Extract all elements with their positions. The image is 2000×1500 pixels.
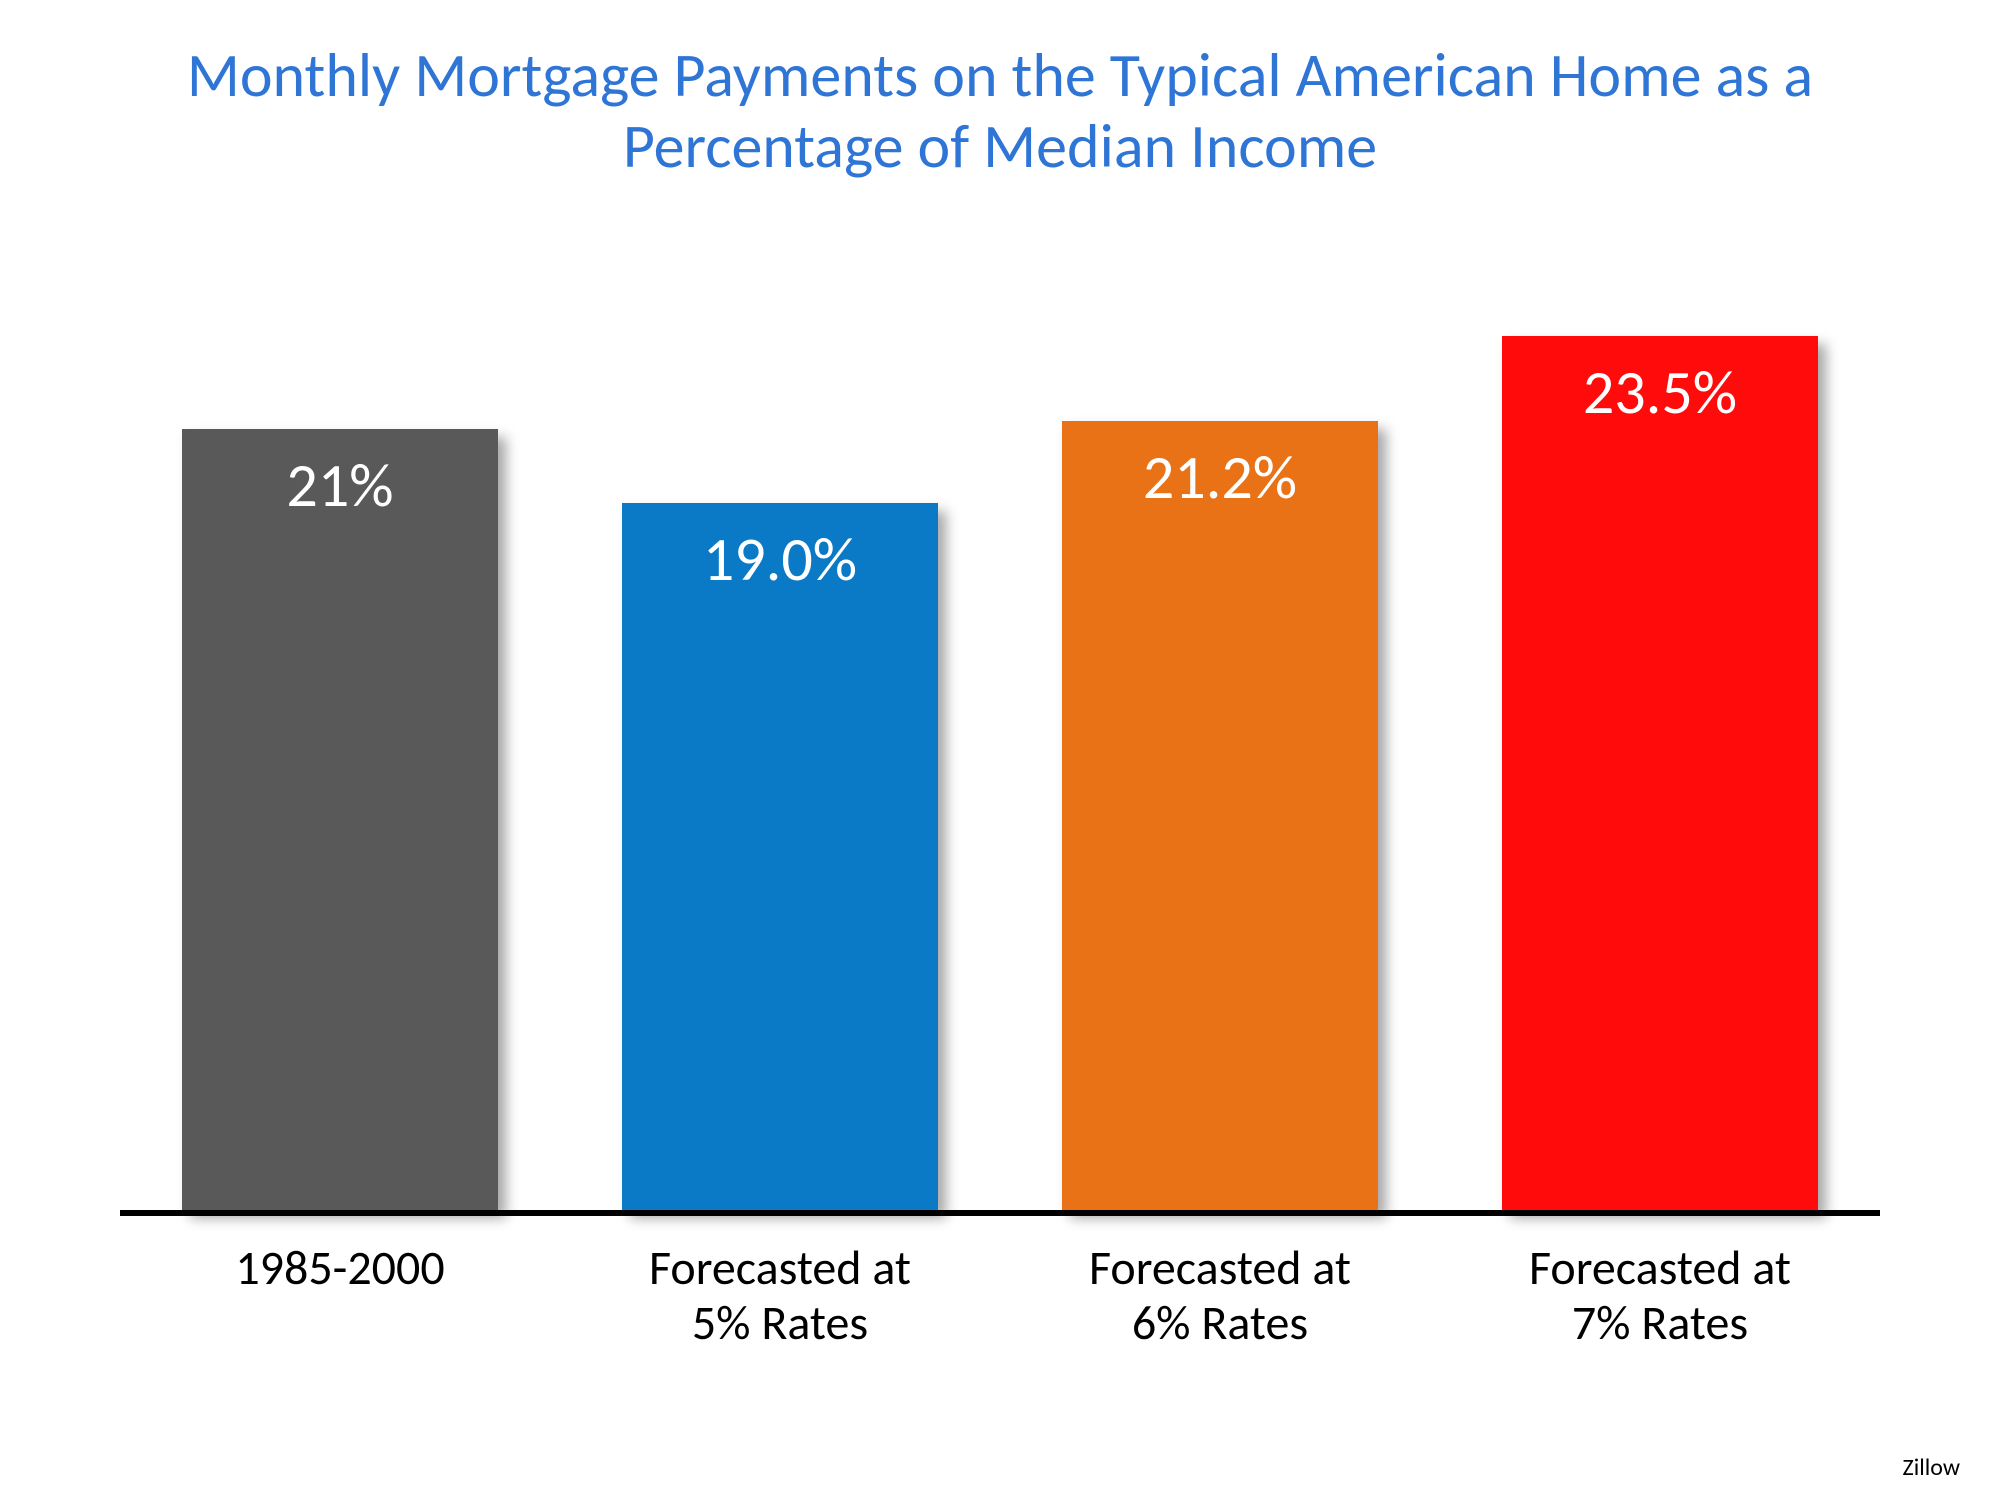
bar-wrap: 21% (120, 280, 560, 1210)
x-label: Forecasted at7% Rates (1440, 1240, 1880, 1350)
bar-1985-2000: 21% (182, 429, 499, 1210)
x-axis-labels: 1985-2000 Forecasted at5% Rates Forecast… (120, 1240, 1880, 1350)
bar-group: 21% 19.0% 21.2% 23.5% (120, 280, 1880, 1210)
bar-wrap: 21.2% (1000, 280, 1440, 1210)
source-attribution: Zillow (1903, 1453, 1960, 1482)
bar-wrap: 19.0% (560, 280, 1000, 1210)
chart-title: Monthly Mortgage Payments on the Typical… (100, 40, 1900, 183)
bar-forecast-7pct: 23.5% (1502, 336, 1819, 1210)
x-label: Forecasted at5% Rates (560, 1240, 1000, 1350)
bar-forecast-5pct: 19.0% (622, 503, 939, 1210)
x-axis-baseline (120, 1210, 1880, 1216)
x-label: Forecasted at6% Rates (1000, 1240, 1440, 1350)
bar-value-label: 21.2% (1062, 439, 1379, 515)
bar-forecast-6pct: 21.2% (1062, 421, 1379, 1210)
bar-wrap: 23.5% (1440, 280, 1880, 1210)
bar-value-label: 21% (182, 447, 499, 523)
bar-value-label: 23.5% (1502, 354, 1819, 430)
slide: Monthly Mortgage Payments on the Typical… (0, 0, 2000, 1500)
chart-area: 21% 19.0% 21.2% 23.5% 1985-2000 (120, 280, 1880, 1380)
x-label: 1985-2000 (120, 1240, 560, 1350)
bar-value-label: 19.0% (622, 521, 939, 597)
